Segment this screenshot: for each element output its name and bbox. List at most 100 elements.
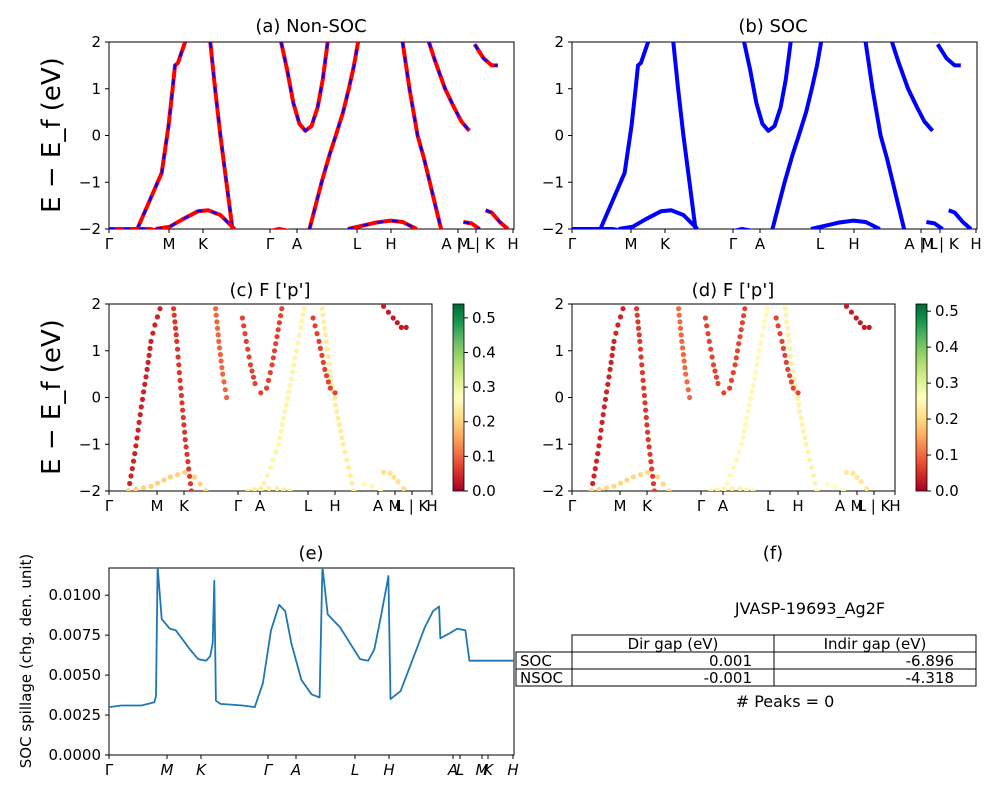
panel-c-ylabel: E − E_f (eV) [37, 319, 67, 475]
projection-point [182, 429, 188, 435]
projection-point [283, 402, 289, 408]
projection-point [609, 352, 615, 358]
projection-point [676, 312, 682, 318]
projection-point [319, 352, 325, 358]
projection-point [334, 408, 340, 415]
panel-a-frame [108, 41, 515, 230]
projection-point [637, 338, 643, 344]
projection-point [714, 487, 720, 491]
panel-d-title: (d) F ['p'] [692, 280, 775, 301]
projection-point [798, 415, 804, 421]
x-tick-label: H [426, 497, 437, 515]
projection-point [812, 480, 818, 486]
projection-point [173, 332, 179, 338]
projection-point [135, 427, 141, 433]
projection-point [637, 346, 644, 352]
projection-point [805, 449, 811, 455]
projection-point [712, 368, 718, 374]
projection-point [143, 374, 149, 380]
colorbar-tick-label: 0.2 [472, 413, 496, 431]
projection-point [213, 306, 219, 312]
projection-point [610, 345, 616, 351]
projection-point [764, 306, 770, 312]
x-tick-label: A | L [441, 235, 475, 253]
projection-point [645, 469, 651, 475]
x-tick-label: H [385, 235, 396, 253]
projection-point [803, 441, 809, 447]
projection-point [179, 400, 185, 406]
projection-point [595, 451, 601, 457]
projection-point [324, 346, 330, 352]
y-tick-label: 1 [91, 342, 101, 360]
y-tick-label: 2 [554, 33, 564, 51]
y-tick-label: −2 [79, 482, 101, 500]
projection-point [756, 348, 762, 354]
panel-a-ylabel: E − E_f (eV) [37, 57, 67, 213]
projection-point [327, 368, 333, 374]
panel-e: (e) SOC spillage (chg. den. unit) 0.0100… [17, 543, 519, 779]
colorbar-tick-label: 0.5 [472, 309, 496, 327]
y-tick-label: 2 [91, 33, 101, 51]
projection-point [708, 346, 714, 352]
projection-point [676, 306, 682, 312]
projection-point [266, 486, 272, 491]
x-tick-label: L [353, 235, 362, 253]
band-line-soc [618, 208, 699, 229]
projection-point [219, 365, 225, 371]
projection-point [167, 474, 173, 480]
projection-point [342, 449, 348, 455]
projection-point [333, 402, 339, 408]
panel-c: (c) F ['p'] E − E_f (eV) 210−1−2Γ M K Γ A L H A… [37, 280, 496, 515]
projection-point [681, 358, 687, 364]
projection-point [802, 435, 808, 441]
panel-a: (a) Non-SOC E − E_f (eV) 210−1−2Γ M K Γ A L H A… [37, 16, 519, 253]
projection-point [788, 379, 795, 385]
projection-point [398, 324, 404, 330]
panel-f: (f) JVASP-19693_Ag2F Dir gap (eV) Indir g… [515, 543, 977, 711]
projection-point [639, 362, 645, 368]
x-tick-label: H [507, 761, 518, 779]
y-tick-label: 0 [91, 127, 101, 145]
projection-point [620, 306, 626, 312]
projection-point [832, 483, 838, 489]
x-tick-label: Γ [105, 235, 114, 253]
projection-point [638, 472, 644, 478]
projection-point [214, 325, 221, 331]
projection-point [220, 371, 226, 377]
projection-point [739, 441, 745, 447]
projection-point [321, 319, 327, 325]
projection-point [801, 428, 807, 434]
y-tick-label: −1 [542, 435, 564, 453]
projection-point [746, 402, 752, 408]
projection-point [128, 473, 134, 479]
projection-point [296, 332, 302, 338]
x-tick-label: H [329, 497, 340, 515]
band-line-soc [671, 42, 698, 229]
projection-point [603, 485, 610, 491]
projection-point [605, 381, 611, 387]
projection-point [385, 309, 391, 315]
projection-point [183, 444, 189, 450]
x-tick-label: A [835, 497, 846, 515]
projection-point [743, 487, 749, 491]
y-tick-label: 2 [91, 295, 101, 313]
y-tick-label: 0.0025 [49, 706, 102, 724]
projection-point [264, 385, 270, 391]
projection-point [736, 449, 742, 455]
table-value: -4.318 [906, 669, 954, 687]
projection-point [753, 369, 759, 375]
y-tick-label: −1 [79, 173, 101, 191]
projection-point [298, 324, 304, 330]
projection-point [279, 422, 286, 428]
projection-point [850, 470, 856, 476]
projection-point [789, 361, 795, 367]
projection-point [810, 472, 817, 478]
projection-point [320, 312, 326, 318]
projection-point [782, 352, 788, 358]
projection-point [737, 486, 743, 491]
projection-point [598, 427, 604, 433]
projection-point [741, 313, 747, 319]
projection-point [187, 473, 193, 479]
projection-point [187, 481, 194, 487]
